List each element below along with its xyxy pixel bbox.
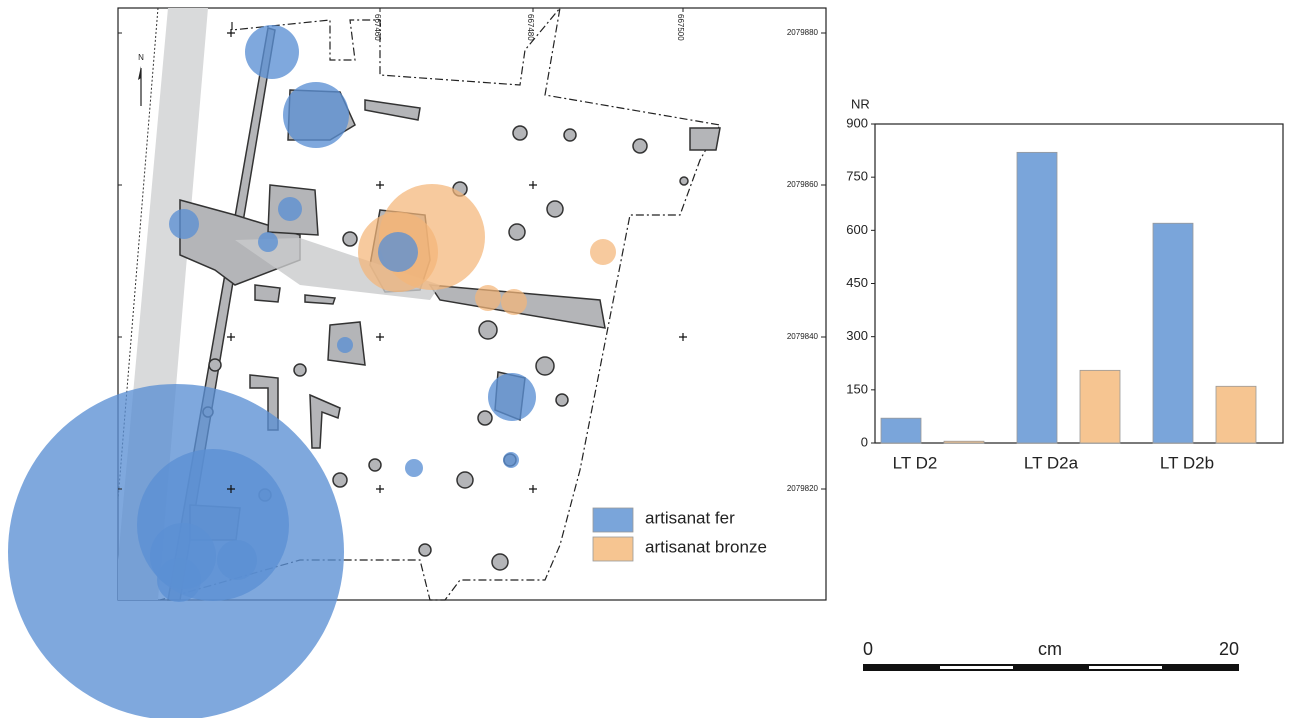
feature (689, 127, 721, 151)
pit (546, 200, 564, 218)
feature (304, 294, 337, 305)
iron-zone (405, 459, 423, 477)
scale-bar-segment (940, 666, 1013, 669)
pit (332, 472, 348, 488)
legend-swatch (592, 507, 634, 533)
pit (508, 223, 526, 241)
iron-zone (337, 337, 353, 353)
y-tick-label: 750 (846, 169, 868, 184)
pit (456, 471, 474, 489)
bar (1016, 151, 1058, 444)
site-map: N 667460 667480 667500 2079880 2079860 207984… (8, 5, 827, 718)
y-tick-label: 450 (846, 275, 868, 290)
bar (1152, 222, 1194, 444)
north-label: N (138, 53, 144, 62)
pit (555, 393, 569, 407)
activity-zones (8, 25, 616, 718)
grid-cross (227, 29, 687, 493)
bar (1215, 385, 1257, 444)
bar (880, 417, 922, 444)
y-axis-label: NR (851, 96, 870, 111)
y-tick-label: 0 (861, 434, 868, 449)
iron-zone (378, 232, 418, 272)
pit (293, 363, 307, 377)
scale-bar-body (863, 664, 1239, 671)
pit (679, 176, 689, 186)
pit (368, 458, 382, 472)
scale-end: 20 (1219, 639, 1239, 659)
y-tick-label: 600 (846, 222, 868, 237)
legend-label: artisanat bronze (645, 537, 767, 556)
iron-zone (217, 540, 257, 580)
bar-chart: NR 0 150 300 450 600 750 900 LT D2 LT D2a LT D2b (846, 96, 1284, 472)
y-tick-label: 150 (846, 381, 868, 396)
pit (208, 358, 222, 372)
pit (418, 543, 432, 557)
y-coordinate: 2079860 (787, 180, 819, 189)
bar (1079, 369, 1121, 444)
iron-zone (245, 25, 299, 79)
x-tick-label: LT D2 (893, 453, 938, 472)
feature (254, 284, 281, 303)
feature (309, 393, 341, 449)
pit (563, 128, 577, 142)
pit (478, 320, 498, 340)
y-tick-label: 300 (846, 328, 868, 343)
iron-zone (278, 197, 302, 221)
legend-swatch (592, 536, 634, 562)
pit (632, 138, 648, 154)
site-limit (159, 5, 721, 601)
x-coordinate: 667500 (676, 14, 685, 41)
iron-zone (258, 232, 278, 252)
legend: artisanat fer artisanat bronze (592, 507, 767, 562)
map-coordinates: 667460 667480 667500 2079880 2079860 2079840 2… (118, 8, 826, 493)
grid-crosses (227, 29, 687, 493)
y-coordinate: 2079840 (787, 332, 819, 341)
x-coordinate: 667480 (526, 14, 535, 41)
feature (364, 99, 421, 121)
scale-bar-segment (1089, 666, 1162, 669)
iron-zone (157, 558, 201, 602)
bar (943, 440, 985, 444)
iron-zone (283, 82, 349, 148)
scale-unit: cm (1038, 639, 1062, 659)
pit (491, 553, 509, 571)
bronze-zone (590, 239, 616, 265)
bronze-zone (501, 289, 527, 315)
bronze-zone (475, 285, 501, 311)
y-coordinate: 2079880 (787, 28, 819, 37)
y-coordinate: 2079820 (787, 484, 819, 493)
scale-bar: 0 cm 20 (863, 639, 1239, 671)
x-tick-label: LT D2b (1160, 453, 1214, 472)
pit (535, 356, 555, 376)
x-coordinate: 667460 (373, 14, 382, 41)
pit (512, 125, 528, 141)
legend-label: artisanat fer (645, 508, 735, 527)
north-arrow-head (138, 66, 141, 80)
north-arrow: N (138, 53, 144, 106)
pit (342, 231, 358, 247)
iron-zone (169, 209, 199, 239)
iron-zone (503, 452, 519, 468)
x-tick-label: LT D2a (1024, 453, 1079, 472)
pit (477, 410, 493, 426)
iron-zone (488, 373, 536, 421)
scale-start: 0 (863, 639, 873, 659)
y-tick-label: 900 (846, 115, 868, 130)
